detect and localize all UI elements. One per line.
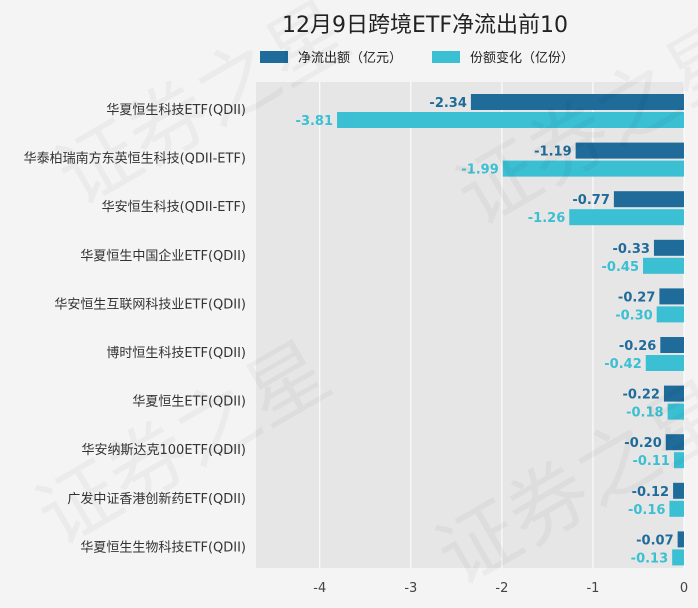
chart-title: 12月9日跨境ETF净流出前10 xyxy=(282,13,568,38)
share-change-value-label: -0.11 xyxy=(632,454,669,469)
share-change-value-label: -3.81 xyxy=(296,114,333,129)
share-change-bar xyxy=(502,160,684,177)
x-tick-label: -2 xyxy=(495,581,508,596)
legend: 净流出额（亿元） 份额变化（亿份） xyxy=(260,50,574,66)
share-change-bar xyxy=(656,306,684,323)
category-label: 华安恒生互联网科技业ETF(QDII) xyxy=(54,297,246,312)
share-change-bar xyxy=(672,549,684,566)
share-change-bar xyxy=(337,112,684,128)
share-change-value-label: -0.30 xyxy=(615,308,652,323)
outflow-bar xyxy=(660,337,684,353)
x-axis-ticks: -4 -3 -2 -1 0 xyxy=(313,581,688,596)
category-label: 华夏恒生中国企业ETF(QDII) xyxy=(80,248,246,264)
outflow-value-label: -0.12 xyxy=(632,485,669,500)
outflow-bar xyxy=(653,239,684,256)
share-change-bar xyxy=(643,257,684,274)
share-change-value-label: -1.26 xyxy=(528,211,565,226)
legend-label-outflow: 净流出额（亿元） xyxy=(298,51,402,66)
outflow-value-label: -0.77 xyxy=(572,193,609,208)
outflow-value-label: -0.27 xyxy=(618,290,655,305)
x-tick-label: 0 xyxy=(680,581,688,596)
share-change-value-label: -0.45 xyxy=(602,260,639,275)
category-label: 华泰柏瑞南方东英恒生科技(QDII-ETF) xyxy=(24,151,246,167)
outflow-bar xyxy=(665,434,684,451)
outflow-bar xyxy=(613,191,684,208)
x-tick-label: -1 xyxy=(586,581,599,596)
outflow-value-label: -0.22 xyxy=(622,388,659,403)
outflow-value-label: -0.20 xyxy=(624,436,661,451)
x-tick-label: -3 xyxy=(404,581,417,596)
category-labels: 华夏恒生科技ETF(QDII) 华泰柏瑞南方东英恒生科技(QDII-ETF) 华安恒… xyxy=(24,103,246,555)
legend-swatch-share-change xyxy=(432,51,460,63)
outflow-value-label: -0.33 xyxy=(612,242,649,257)
x-tick-label: -4 xyxy=(313,581,326,596)
category-label: 华安恒生科技(QDII-ETF) xyxy=(102,200,246,215)
category-label: 华夏恒生科技ETF(QDII) xyxy=(106,103,246,118)
outflow-bar xyxy=(575,142,684,159)
outflow-bar xyxy=(663,385,684,402)
legend-swatch-outflow xyxy=(260,51,288,63)
outflow-value-label: -1.19 xyxy=(534,145,571,160)
outflow-bar xyxy=(470,94,684,110)
outflow-bar xyxy=(677,531,684,548)
outflow-bar xyxy=(673,482,684,499)
share-change-value-label: -1.99 xyxy=(461,163,498,178)
outflow-value-label: -0.07 xyxy=(636,533,673,548)
share-change-value-label: -0.16 xyxy=(628,503,665,518)
share-change-bar xyxy=(645,355,684,371)
legend-label-share-change: 份额变化（亿份） xyxy=(470,50,574,66)
share-change-value-label: -0.42 xyxy=(604,357,641,372)
share-change-value-label: -0.18 xyxy=(626,406,663,421)
bars xyxy=(337,94,684,566)
data-labels: -2.34 -3.81 -1.19 -1.99 -0.77 -1.26 -0.33 -0.45… xyxy=(296,96,674,566)
share-change-bar xyxy=(667,403,684,420)
outflow-value-label: -2.34 xyxy=(429,96,466,111)
outflow-bar xyxy=(659,288,684,305)
category-label: 华安纳斯达克100ETF(QDII) xyxy=(82,443,247,458)
outflow-value-label: -0.26 xyxy=(619,339,656,354)
category-label: 博时恒生科技ETF(QDII) xyxy=(106,346,246,361)
share-change-bar xyxy=(669,500,684,517)
category-label: 广发中证香港创新药ETF(QDII) xyxy=(67,491,246,507)
share-change-bar xyxy=(569,209,684,226)
category-label: 华夏恒生生物科技ETF(QDII) xyxy=(80,540,246,555)
category-label: 华夏恒生ETF(QDII) xyxy=(132,395,246,410)
share-change-bar xyxy=(673,452,684,469)
share-change-value-label: -0.13 xyxy=(631,551,668,566)
